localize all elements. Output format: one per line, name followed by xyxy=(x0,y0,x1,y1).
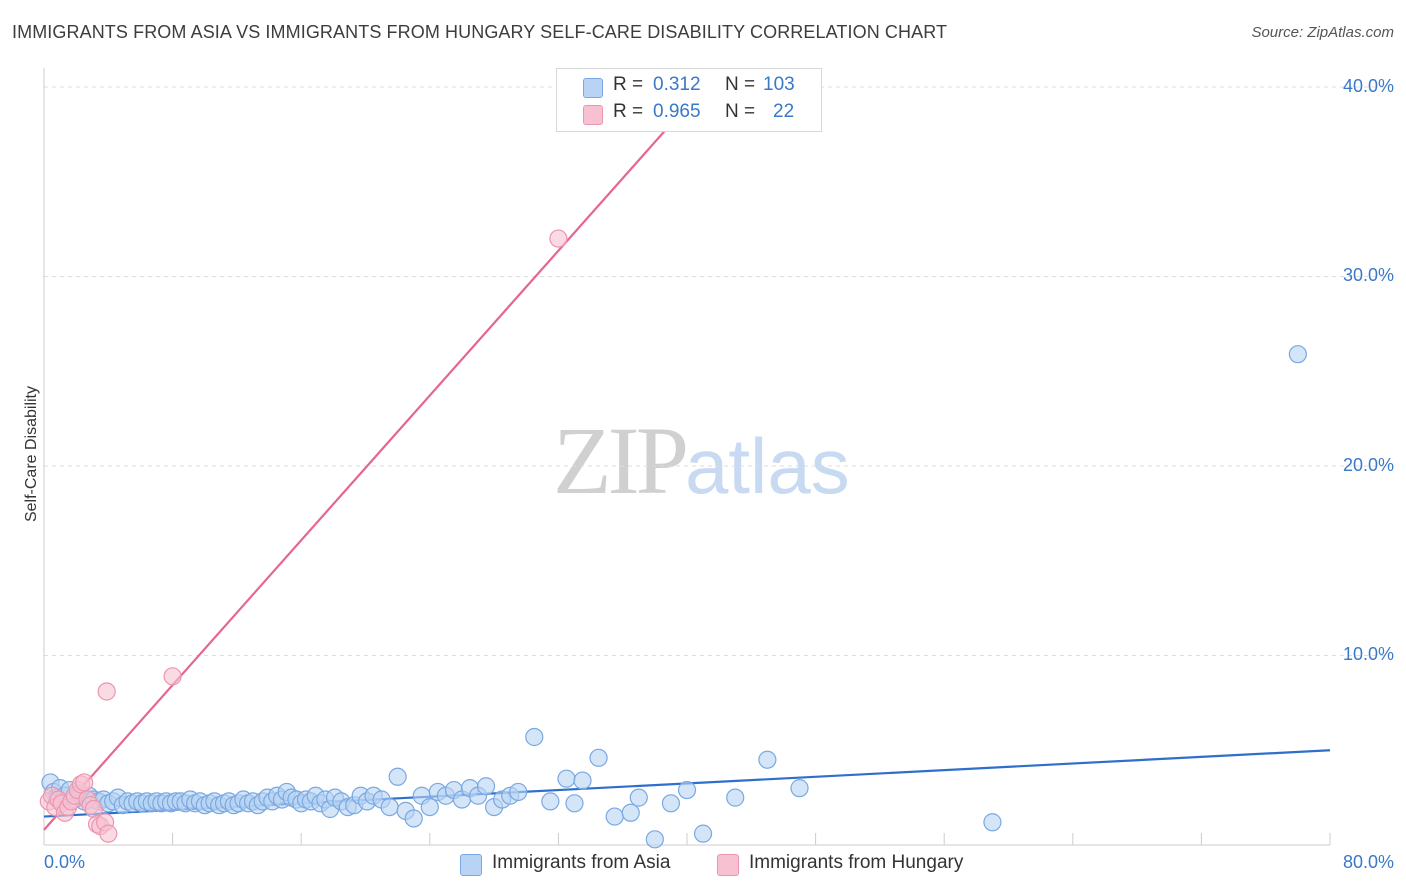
asia-point xyxy=(541,792,560,811)
y-tick-label: 20.0% xyxy=(1342,454,1394,475)
hungary-point xyxy=(99,824,118,843)
asia-point xyxy=(557,769,576,788)
asia-point xyxy=(420,797,439,817)
asia-point xyxy=(388,767,407,786)
asia-point xyxy=(621,803,640,822)
hungary-r-value: 0.965 xyxy=(653,101,701,122)
source-label: Source: ZipAtlas.com xyxy=(1251,24,1394,41)
asia-point xyxy=(758,750,777,769)
stats-legend: R = 0.312 N = 103 R = 0.965 N = 22 xyxy=(556,68,822,132)
hungary-n-value: 22 xyxy=(773,101,795,122)
asia-point xyxy=(509,782,528,802)
asia-point xyxy=(1288,345,1307,364)
asia-legend-swatch xyxy=(460,854,482,876)
asia-point xyxy=(589,748,608,767)
hungary-legend-label: Immigrants from Hungary xyxy=(749,852,964,873)
trendlines xyxy=(43,105,1331,831)
y-tick-label: 40.0% xyxy=(1342,75,1394,96)
y-axis-label: Self-Care Disability xyxy=(23,385,40,523)
watermark-zip: ZIP xyxy=(553,407,689,514)
hungary-point xyxy=(97,682,116,701)
hungary-r-label: R = xyxy=(613,101,644,122)
hungary-n-label: N = xyxy=(725,101,756,122)
hungary-point xyxy=(163,667,182,686)
x-tick-label-max: 80.0% xyxy=(1342,852,1394,872)
x-tick-label-min: 0.0% xyxy=(44,852,86,872)
hungary-point xyxy=(549,229,568,248)
asia-point xyxy=(693,824,713,843)
hungary-trendline xyxy=(43,105,688,831)
hungary-swatch xyxy=(583,105,603,125)
axes xyxy=(43,68,1331,846)
asia-point xyxy=(404,809,423,828)
asia-r-label: R = xyxy=(613,74,644,95)
asia-point xyxy=(565,794,584,813)
asia-swatch xyxy=(583,78,603,98)
y-tick-label: 30.0% xyxy=(1342,265,1394,286)
gridlines xyxy=(44,86,1390,656)
hungary-point xyxy=(75,773,94,792)
asia-point xyxy=(661,794,681,813)
data-points xyxy=(39,229,1307,849)
y-tick-label: 10.0% xyxy=(1342,644,1394,665)
chart-title: IMMIGRANTS FROM ASIA VS IMMIGRANTS FROM … xyxy=(12,22,948,42)
asia-point xyxy=(983,813,1002,832)
hungary-legend-swatch xyxy=(717,854,739,876)
asia-point xyxy=(645,830,664,849)
asia-r-value: 0.312 xyxy=(653,74,701,95)
asia-point xyxy=(573,771,592,790)
asia-point xyxy=(525,727,544,747)
asia-point xyxy=(629,788,648,807)
asia-point xyxy=(677,780,697,800)
asia-point xyxy=(476,777,496,796)
asia-point xyxy=(605,807,624,826)
asia-point xyxy=(380,797,399,817)
asia-legend-label: Immigrants from Asia xyxy=(492,852,671,873)
asia-n-value: 103 xyxy=(763,74,795,95)
asia-n-label: N = xyxy=(725,74,756,95)
asia-point xyxy=(726,788,745,807)
asia-point xyxy=(790,779,809,798)
